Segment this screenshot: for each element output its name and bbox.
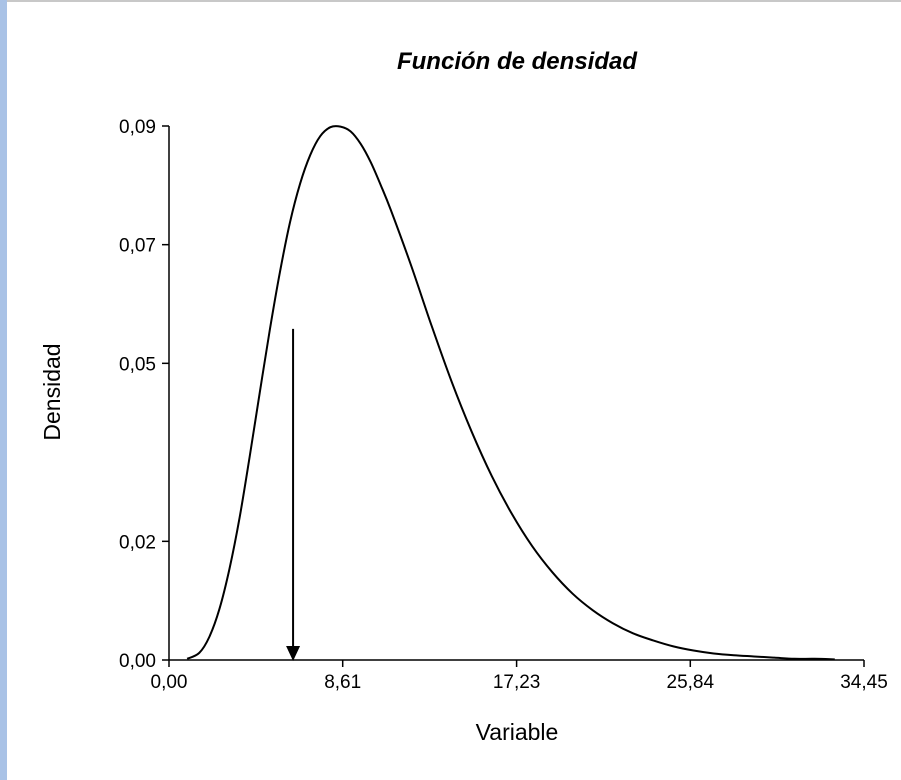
y-tick-label: 0,07 bbox=[119, 236, 156, 257]
window-left-border bbox=[0, 0, 7, 780]
y-axis-ticks: 0,00 0,02 0,05 0,07 0,09 bbox=[119, 117, 169, 672]
x-tick-label: 8,61 bbox=[324, 672, 361, 693]
y-tick-label: 0,00 bbox=[119, 651, 156, 672]
x-axis-ticks: 0,00 8,61 17,23 25,84 34,45 bbox=[151, 660, 888, 693]
x-tick-label: 25,84 bbox=[667, 672, 715, 693]
density-curve bbox=[186, 125, 835, 661]
chart-title: Función de densidad bbox=[397, 48, 638, 75]
x-tick-label: 0,00 bbox=[151, 672, 188, 693]
y-tick-label: 0,02 bbox=[119, 532, 156, 553]
x-axis-title: Variable bbox=[476, 719, 559, 745]
x-tick-label: 34,45 bbox=[840, 672, 888, 693]
arrow-head bbox=[286, 646, 301, 661]
y-tick-label: 0,05 bbox=[119, 354, 156, 375]
window-top-border bbox=[0, 0, 901, 2]
y-axis-title: Densidad bbox=[39, 343, 65, 440]
annotations bbox=[286, 328, 301, 661]
x-tick-label: 17,23 bbox=[493, 672, 541, 693]
y-tick-label: 0,09 bbox=[119, 117, 156, 138]
